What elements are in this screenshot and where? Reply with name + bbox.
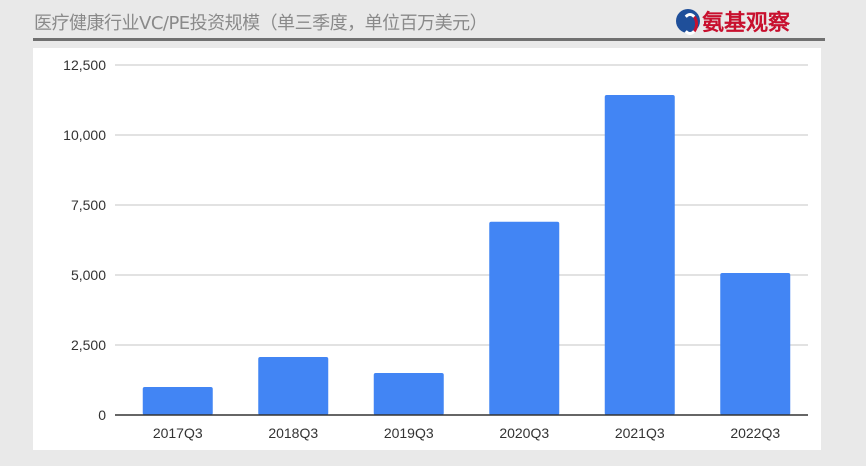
- y-tick-label: 2,500: [71, 337, 106, 353]
- x-tick-label: 2018Q3: [268, 425, 318, 441]
- bar-2018Q3: [258, 357, 329, 415]
- x-tick-label: 2021Q3: [615, 425, 665, 441]
- y-tick-label: 5,000: [71, 267, 106, 283]
- logo-icon: [676, 9, 700, 35]
- logo-text: 氨基观察: [702, 11, 791, 36]
- logo: 氨基观察: [676, 5, 790, 37]
- bar-2022Q3: [720, 273, 791, 415]
- y-tick-label: 10,000: [63, 127, 106, 143]
- y-tick-label: 0: [98, 407, 106, 423]
- bar-2020Q3: [489, 221, 560, 415]
- y-tick-label: 12,500: [63, 57, 106, 73]
- page-title: 医疗健康行业VC/PE投资规模（单三季度，单位百万美元）: [34, 13, 488, 34]
- y-tick-label: 7,500: [71, 197, 106, 213]
- title-divider: [33, 38, 825, 41]
- x-tick-label: 2017Q3: [153, 425, 203, 441]
- bar-2021Q3: [604, 94, 675, 416]
- x-tick-label: 2020Q3: [499, 425, 549, 441]
- bar-2019Q3: [373, 373, 444, 415]
- x-tick-label: 2019Q3: [384, 425, 434, 441]
- x-tick-label: 2022Q3: [730, 425, 780, 441]
- bar-2017Q3: [142, 387, 213, 415]
